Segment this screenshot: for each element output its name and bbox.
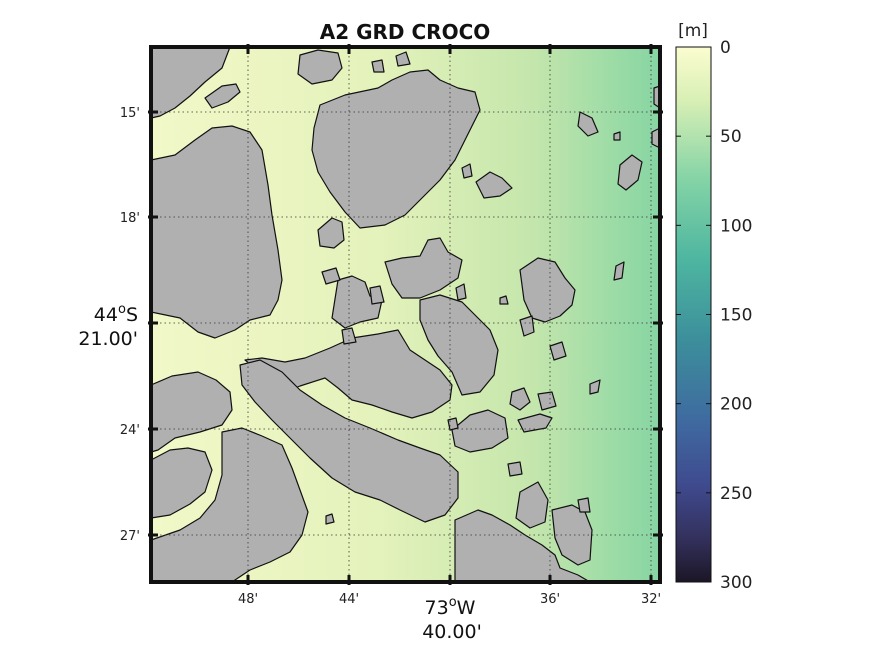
land-islet-4 xyxy=(519,315,535,337)
colorbar-ticks: 0 50 100 150 200 250 300 xyxy=(676,38,752,593)
colorbar: [m] 0 50 100 150 200 250 300 xyxy=(675,21,752,593)
land-center-small-b xyxy=(451,409,509,453)
land-islet-1 xyxy=(475,171,513,199)
land-islet-23 xyxy=(613,131,621,141)
land-east-a xyxy=(519,257,576,323)
land-mid-group-a xyxy=(384,237,463,299)
land-islet-15 xyxy=(455,283,467,301)
land-west-main xyxy=(151,125,283,339)
land-central-bulge xyxy=(419,294,499,396)
y-tick-18: 18' xyxy=(120,211,140,226)
map-area xyxy=(151,47,660,582)
land-islet-20 xyxy=(447,417,459,431)
land-islet-16 xyxy=(369,285,385,305)
land-islet-3 xyxy=(617,154,643,191)
land-islet-24 xyxy=(499,295,509,305)
land-islet-21 xyxy=(577,497,591,513)
colorbar-tick-label: 100 xyxy=(720,216,752,236)
colorbar-unit: [m] xyxy=(678,21,708,41)
land-north-island xyxy=(311,69,481,229)
land-north-small xyxy=(297,49,343,85)
land-south-main xyxy=(151,427,309,582)
x-center-label-line1: 73oW xyxy=(425,595,476,619)
land-islet-9 xyxy=(507,461,523,477)
y-tick-24: 24' xyxy=(120,423,140,438)
land-nw-top xyxy=(151,47,231,119)
y-center-label-line1: 44oS xyxy=(94,302,138,326)
land-islet-6 xyxy=(509,387,531,411)
x-center-label-line2: 40.00' xyxy=(422,621,482,643)
colorbar-tick-label: 300 xyxy=(720,573,752,593)
land-mid-small-a xyxy=(317,217,345,249)
land-islet-14 xyxy=(321,267,341,285)
land-islet-2 xyxy=(577,111,599,137)
land-inlet-finger xyxy=(204,83,241,109)
y-center-label-line2: 21.00' xyxy=(78,328,138,350)
land-islet-10 xyxy=(589,379,601,395)
colorbar-tick-label: 0 xyxy=(720,38,731,58)
x-tick-48: 48' xyxy=(238,592,258,607)
grid-lines xyxy=(151,47,660,582)
land-sw-b xyxy=(151,447,213,519)
x-tick-32: 32' xyxy=(641,592,661,607)
colorbar-tick-label: 150 xyxy=(720,306,752,326)
land-islet-7 xyxy=(537,391,557,411)
land-islet-8 xyxy=(517,413,553,433)
land-mid-group-b xyxy=(331,275,383,329)
land-se-main xyxy=(454,509,591,582)
colorbar-tick-label: 50 xyxy=(720,127,742,147)
land-south-center xyxy=(239,359,459,523)
x-tick-44: 44' xyxy=(339,592,359,607)
land-center-main xyxy=(244,329,453,419)
y-tick-27: 27' xyxy=(120,529,140,544)
tick-marks xyxy=(148,44,663,585)
land-masses xyxy=(151,47,660,582)
land-islet-19 xyxy=(461,163,473,179)
map-title: A2 GRD CROCO xyxy=(320,20,491,44)
land-se-c xyxy=(551,504,593,566)
land-islet-25 xyxy=(325,513,335,525)
colorbar-tick-label: 200 xyxy=(720,395,752,415)
map-frame xyxy=(149,45,662,584)
land-se-b xyxy=(515,481,549,529)
x-tick-36: 36' xyxy=(540,592,560,607)
colorbar-gradient xyxy=(675,46,712,583)
land-islet-18 xyxy=(371,59,385,73)
colorbar-tick-label: 250 xyxy=(720,484,752,504)
land-islet-11 xyxy=(613,261,625,281)
y-tick-15: 15' xyxy=(120,106,140,121)
land-sw-a xyxy=(151,371,233,453)
land-islet-17 xyxy=(395,51,411,67)
land-islet-5 xyxy=(549,341,567,361)
